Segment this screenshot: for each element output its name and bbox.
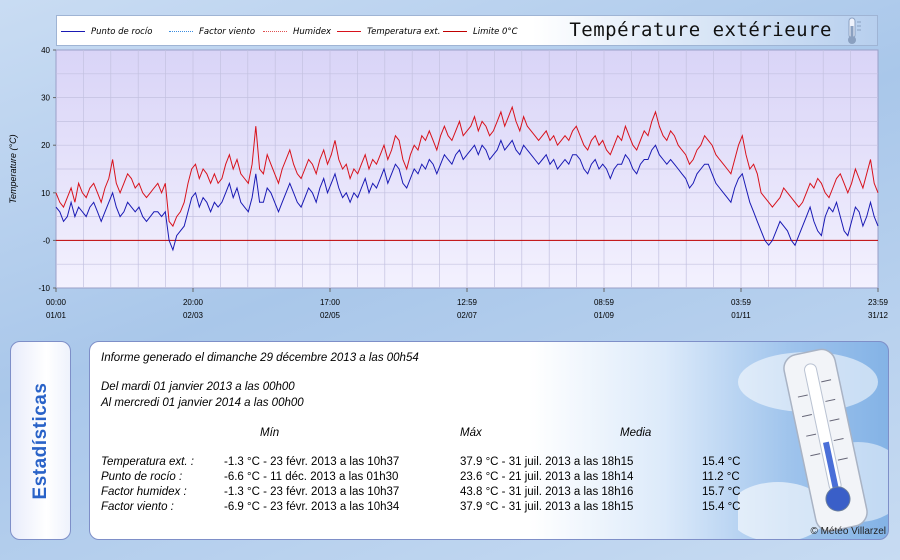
report-generated: Informe generado el dimanche 29 décembre… [101, 352, 419, 364]
x-tick-date: 02/07 [457, 311, 478, 320]
x-tick-time: 08:59 [594, 298, 615, 307]
legend-item-limit: Limite 0°C [443, 16, 518, 47]
x-tick-date: 02/05 [320, 311, 341, 320]
y-tick-label: 20 [41, 141, 50, 150]
y-tick-label: -10 [38, 284, 50, 293]
row-label: Temperatura ext. : [101, 456, 194, 468]
y-tick-label: -0 [43, 236, 51, 245]
y-axis-label: Temperature (°C) [8, 134, 18, 203]
y-tick-label: 40 [41, 46, 50, 55]
y-tick-label: 30 [41, 94, 50, 103]
row-label: Punto de rocío : [101, 471, 183, 483]
legend-swatch [263, 31, 287, 32]
legend-swatch [169, 31, 193, 32]
legend-swatch [337, 31, 361, 32]
x-axis: 00:00 01/01 20:00 02/03 17:00 02/05 12:59 02/07… [46, 288, 889, 320]
y-axis: -10 -0 10 20 30 40 [38, 46, 56, 293]
row-max: 37.9 °C - 31 juil. 2013 a las 18h15 [460, 501, 634, 513]
legend-item-humidex: Humidex [263, 16, 331, 47]
row-label: Factor viento : [101, 501, 174, 513]
header-avg: Media [620, 427, 652, 439]
thermometer-icon [848, 17, 861, 44]
legend-label: Humidex [293, 26, 332, 37]
y-tick-label: 10 [41, 189, 50, 198]
series-temperature-line [55, 105, 879, 228]
legend: Punto de rocío Factor viento Humidex Tem… [56, 15, 878, 46]
row-min: -6.6 °C - 11 déc. 2013 a las 01h30 [224, 471, 399, 483]
legend-item-temp: Temperatura ext. [337, 16, 440, 47]
row-min: -6.9 °C - 23 févr. 2013 a las 10h34 [224, 501, 400, 513]
chart-title: Température extérieure [569, 19, 832, 41]
x-tick-date: 02/03 [183, 311, 204, 320]
legend-swatch [61, 31, 85, 32]
period-from: Del mardi 01 janvier 2013 a las 00h00 [101, 381, 295, 393]
credit: © Météo Villarzel [810, 526, 886, 537]
legend-item-wind: Factor viento [169, 16, 255, 47]
x-tick-date: 01/09 [594, 311, 615, 320]
series-dew-point-line [55, 139, 879, 252]
x-tick-time: 23:59 [868, 298, 889, 307]
legend-label: Limite 0°C [473, 26, 518, 37]
row-avg: 15.4 °C [702, 456, 741, 468]
x-tick-date: 31/12 [868, 311, 889, 320]
stats-panel: Informe generado el dimanche 29 décembre… [89, 341, 889, 540]
period-to: Al mercredi 01 janvier 2014 a las 00h00 [101, 397, 304, 409]
x-tick-date: 01/01 [46, 311, 67, 320]
x-tick-time: 12:59 [457, 298, 478, 307]
x-tick-time: 20:00 [183, 298, 204, 307]
x-tick-date: 01/11 [731, 311, 751, 320]
row-max: 43.8 °C - 31 juil. 2013 a las 18h16 [460, 486, 634, 498]
legend-item-dew: Punto de rocío [61, 16, 152, 47]
row-min: -1.3 °C - 23 févr. 2013 a las 10h37 [224, 486, 400, 498]
row-min: -1.3 °C - 23 févr. 2013 a las 10h37 [224, 456, 400, 468]
row-avg: 15.7 °C [702, 486, 741, 498]
legend-label: Factor viento [199, 26, 256, 37]
stats-tab: Estadísticas [10, 341, 71, 540]
row-max: 37.9 °C - 31 juil. 2013 a las 18h15 [460, 456, 634, 468]
grid [56, 50, 878, 288]
x-tick-time: 17:00 [320, 298, 341, 307]
row-avg: 15.4 °C [702, 501, 741, 513]
row-label: Factor humidex : [101, 486, 187, 498]
thermometer-illustration-icon [738, 348, 888, 539]
series-layer [55, 105, 879, 252]
legend-label: Temperatura ext. [367, 26, 441, 37]
legend-swatch [443, 31, 467, 32]
legend-label: Punto de rocío [91, 26, 153, 37]
row-avg: 11.2 °C [702, 471, 740, 483]
stats-tab-label: Estadísticas [29, 382, 51, 499]
header-max: Máx [460, 427, 482, 439]
x-tick-time: 00:00 [46, 298, 67, 307]
header-min: Mín [260, 427, 280, 439]
x-tick-time: 03:59 [731, 298, 752, 307]
row-max: 23.6 °C - 21 juil. 2013 a las 18h14 [460, 471, 634, 483]
